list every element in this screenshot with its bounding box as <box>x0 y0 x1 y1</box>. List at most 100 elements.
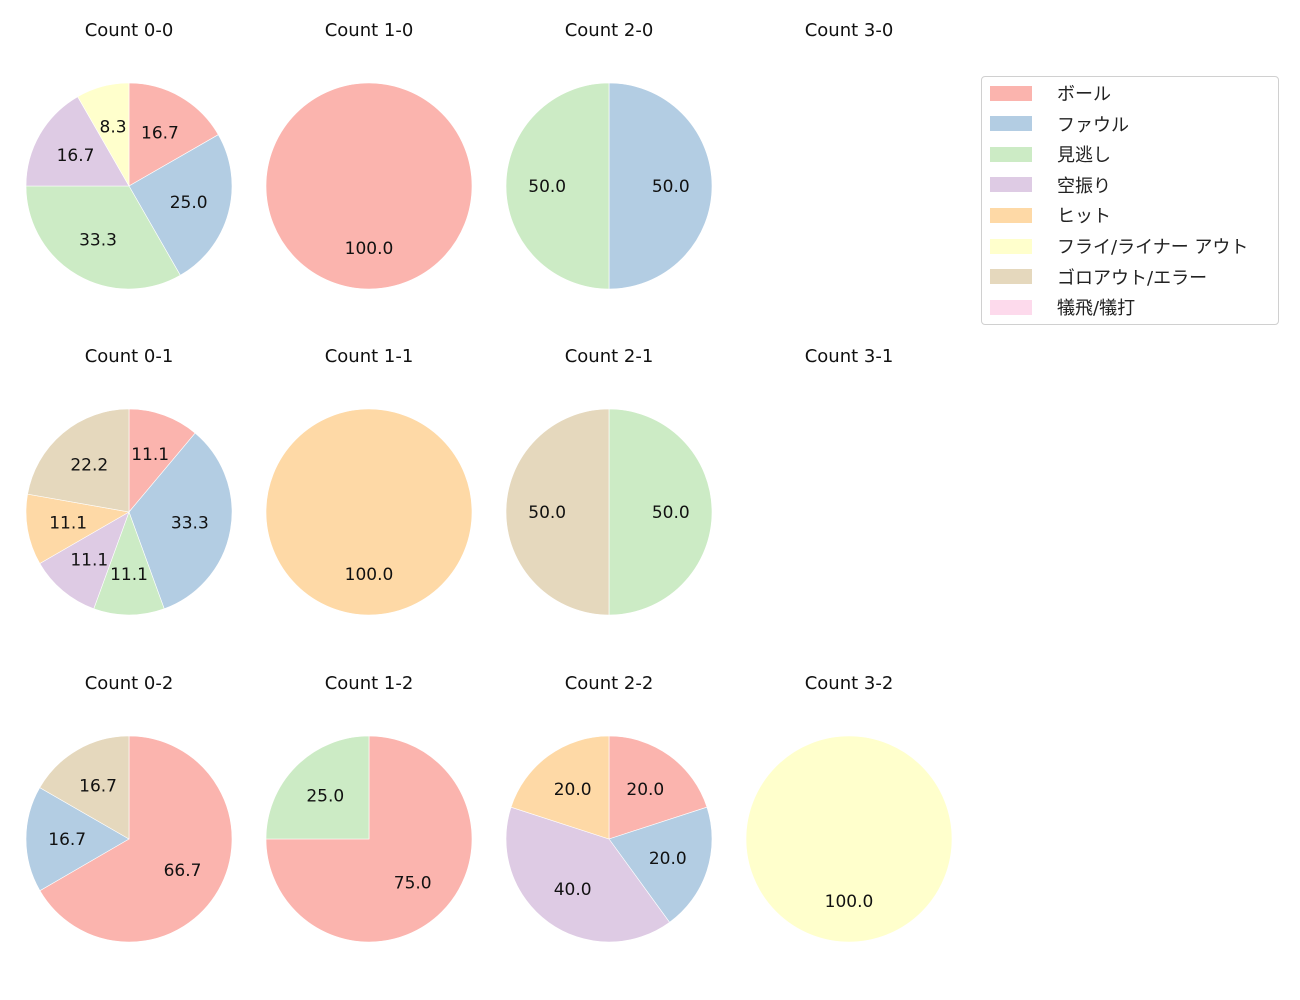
pie-title: Count 1-1 <box>325 346 414 367</box>
pie-slice-label: 16.7 <box>141 124 179 144</box>
pie-slice <box>265 82 473 290</box>
pie-slice-label: 33.3 <box>79 230 117 250</box>
legend-item: 空振り <box>990 175 1111 197</box>
pie-slice <box>128 134 233 276</box>
pie-count-0-0: Count 0-016.725.033.316.78.3 <box>25 20 233 290</box>
pie-count-0-1: Count 0-111.133.311.111.111.122.2 <box>25 346 233 616</box>
pie-slice <box>39 735 233 943</box>
pie-slice-label: 33.3 <box>171 514 209 534</box>
pie-title: Count 0-0 <box>85 20 174 41</box>
legend-label: ボール <box>1057 84 1111 105</box>
legend-swatch <box>990 269 1032 285</box>
pie-slice-label: 75.0 <box>394 874 432 894</box>
pie-count-3-0: Count 3-0 <box>805 20 894 41</box>
pie-slice-label: 22.2 <box>70 456 108 476</box>
legend-swatch <box>990 177 1032 193</box>
pie-slice <box>27 408 130 513</box>
legend-swatch <box>990 207 1032 223</box>
pie-slice-label: 50.0 <box>652 503 690 523</box>
pie-slice <box>128 408 196 513</box>
legend-item: 見逃し <box>990 144 1111 166</box>
legend-swatch <box>990 85 1032 101</box>
pie-slice <box>745 735 953 943</box>
pie-slice <box>39 735 130 840</box>
legend-item: ファウル <box>990 114 1129 136</box>
pie-slice-label: 11.1 <box>49 514 87 534</box>
pie-slice <box>25 96 130 187</box>
legend-label: ファウル <box>1057 114 1129 136</box>
pie-slice <box>128 432 233 610</box>
pie-slice-label: 25.0 <box>170 193 208 213</box>
pie-count-2-1: Count 2-1 50.0 50.0 <box>505 346 713 616</box>
pie-title: Count 3-2 <box>805 673 894 694</box>
pie-slice-label: 16.7 <box>57 146 95 166</box>
pie-slice-label: 20.0 <box>649 849 687 869</box>
legend-label: フライ/ライナー アウト <box>1057 237 1249 258</box>
pie-slice-label: 11.1 <box>110 565 148 585</box>
pie-slice-label: 16.7 <box>79 776 117 796</box>
pie-slice-label: 100.0 <box>345 239 394 259</box>
pie-slice-label: 20.0 <box>554 780 592 800</box>
pie-title: Count 2-0 <box>565 20 654 41</box>
pie-slice <box>505 806 670 943</box>
pie-slice <box>505 82 610 290</box>
legend-swatch <box>990 238 1032 254</box>
pie-title: Count 1-0 <box>325 20 414 41</box>
pie-slice-label: 25.0 <box>306 786 344 806</box>
legend-label: 空振り <box>1057 175 1111 197</box>
pie-slice <box>608 735 708 840</box>
pie-slice <box>25 787 130 892</box>
legend-item: ゴロアウト/エラー <box>990 267 1208 289</box>
pie-slice-label: 40.0 <box>554 880 592 900</box>
pie-title: Count 3-0 <box>805 20 894 41</box>
pie-count-2-0: Count 2-0 50.0 50.0 <box>505 20 713 290</box>
pie-count-3-2: Count 3-2 100.0 <box>745 673 953 943</box>
legend-item: フライ/ライナー アウト <box>990 236 1249 258</box>
pie-slice <box>265 735 370 840</box>
pie-title: Count 1-2 <box>325 673 414 694</box>
pie-slice-label: 11.1 <box>70 550 108 570</box>
pie-count-1-0: Count 1-0 100.0 <box>265 20 473 290</box>
legend-label: ゴロアウト/エラー <box>1057 267 1208 289</box>
pie-slice-label: 100.0 <box>345 565 394 585</box>
pie-slice <box>93 511 165 616</box>
legend: ボールファウル見逃し空振りヒットフライ/ライナー アウト ゴロアウト/エラー 犠飛/… <box>981 76 1279 325</box>
pie-slice-label: 11.1 <box>131 445 169 465</box>
pie-slice <box>25 185 181 290</box>
pie-slice <box>265 735 473 943</box>
pie-slice <box>25 493 130 564</box>
legend-swatch <box>990 146 1032 162</box>
pie-slice-label: 16.7 <box>48 830 86 850</box>
legend-item: 犠飛/犠打 <box>990 297 1136 320</box>
pie-title: Count 2-2 <box>565 673 654 694</box>
pie-slice <box>608 82 713 290</box>
pie-slice-label: 20.0 <box>626 780 664 800</box>
pie-slice <box>608 806 713 923</box>
pie-slice <box>510 735 610 840</box>
pie-slice <box>39 511 130 610</box>
pie-title: Count 0-1 <box>85 346 174 367</box>
legend-item: ボール <box>990 83 1111 105</box>
legend-swatch <box>990 299 1032 315</box>
pie-count-1-1: Count 1-1 100.0 <box>265 346 473 616</box>
pie-title: Count 2-1 <box>565 346 654 367</box>
pie-slice-label: 8.3 <box>100 117 127 137</box>
pie-title: Count 3-1 <box>805 346 894 367</box>
pie-slice <box>608 408 713 616</box>
pie-count-2-2: Count 2-2 20.0 20.0 40.0 20.0 <box>505 673 713 943</box>
pie-slice-label: 50.0 <box>652 177 690 197</box>
pie-slice-label: 66.7 <box>164 861 202 881</box>
pie-title: Count 0-2 <box>85 673 174 694</box>
pie-slice <box>265 408 473 616</box>
pie-slice-label: 50.0 <box>528 177 566 197</box>
legend-label: ヒット <box>1057 206 1111 228</box>
pie-slice-label: 50.0 <box>528 503 566 523</box>
pie-slice <box>77 82 130 188</box>
pie-count-0-2: Count 0-2 66.7 16.7 16.7 <box>25 673 233 943</box>
legend-item: ヒット <box>990 205 1111 228</box>
pie-slice <box>128 82 219 187</box>
pie-slice-label: 100.0 <box>825 892 874 912</box>
legend-swatch <box>990 116 1032 132</box>
legend-label: 犠飛/犠打 <box>1057 298 1136 320</box>
